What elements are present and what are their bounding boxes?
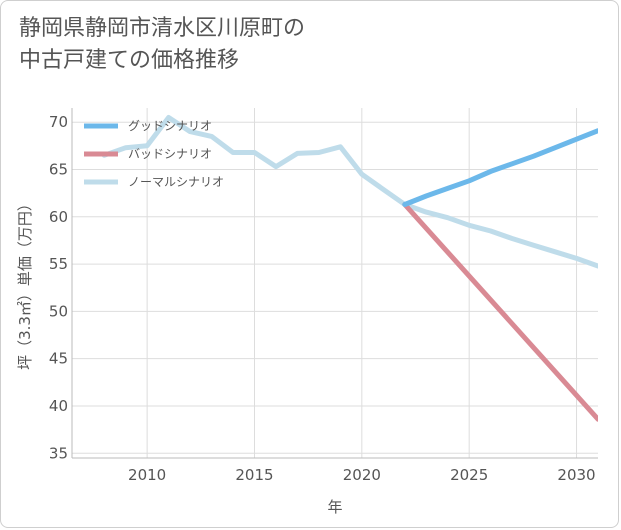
y-axis-label: 坪（3.3㎡）単価（万円） — [16, 196, 34, 370]
series-lines — [101, 115, 598, 422]
chart-title: 静岡県静岡市清水区川原町の 中古戸建ての価格推移 — [19, 13, 609, 77]
series-line-0 — [402, 128, 598, 207]
y-tick-label-50: 50 — [49, 302, 68, 320]
series-line-1 — [402, 202, 598, 422]
x-tick-label-2025: 2025 — [450, 466, 488, 484]
chart-title-line2: 中古戸建ての価格推移 — [19, 48, 240, 73]
x-tick-label-2030: 2030 — [557, 466, 595, 484]
y-tick-label-55: 55 — [49, 255, 68, 273]
y-tick-label-70: 70 — [49, 113, 68, 131]
y-tick-label-45: 45 — [49, 350, 68, 368]
y-tick-label-60: 60 — [49, 208, 68, 226]
legend-label-1: バッドシナリオ — [128, 147, 212, 161]
axes — [71, 108, 598, 459]
legend-label-2: ノーマルシナリオ — [128, 175, 224, 189]
series-line-2 — [101, 115, 598, 269]
y-tick-label-65: 65 — [49, 160, 68, 178]
x-tick-label-2020: 2020 — [343, 466, 381, 484]
x-tick-label-2010: 2010 — [128, 466, 166, 484]
y-tick-label-40: 40 — [49, 397, 68, 415]
chart-title-line1: 静岡県静岡市清水区川原町の — [19, 16, 306, 41]
x-axis-label: 年 — [327, 498, 342, 516]
tick-labels: 2010 2015 2020 2025 2030 35 40 45 50 55 60 65 70 — [49, 113, 596, 484]
legend-label-0: グッドシナリオ — [128, 119, 212, 133]
grid-lines — [72, 108, 598, 458]
x-tick-label-2015: 2015 — [235, 466, 273, 484]
y-tick-label-35: 35 — [49, 444, 68, 462]
